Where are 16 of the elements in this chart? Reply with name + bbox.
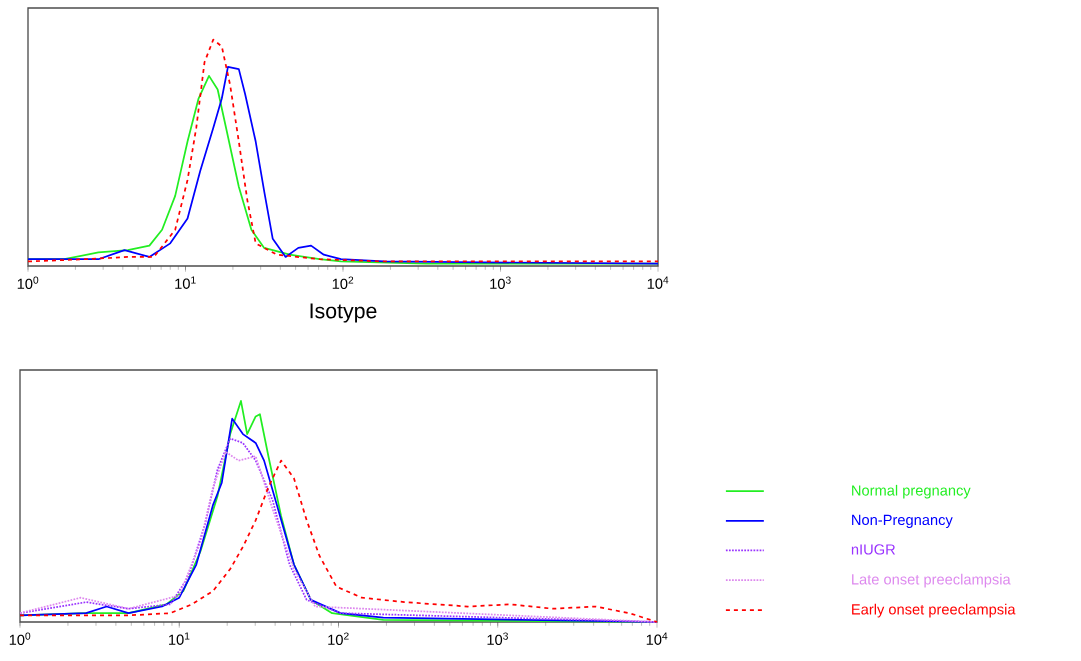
text: Late onset preeclampsia <box>852 573 1011 588</box>
x-axis-title: Isotype <box>310 303 377 323</box>
x-tick-label: 10$^{3}$ <box>490 276 511 290</box>
x-tick-label: 10$^{0}$ <box>17 276 39 290</box>
text: Early onset preeclampsia <box>852 603 1016 618</box>
x-tick-label: 10$^{4}$ <box>647 276 669 289</box>
x-tick-label: 10$^{3}$ <box>487 632 508 646</box>
text: Normal pregnancy <box>852 484 971 499</box>
x-tick-label: 10$^{2}$ <box>328 632 349 646</box>
x-tick-label: 10$^{2}$ <box>332 276 354 290</box>
x-tick-label: 10$^{0}$ <box>9 632 31 646</box>
x-tick-label: 10$^{1}$ <box>169 632 190 645</box>
x-tick-label: 10$^{4}$ <box>646 632 668 645</box>
text: Non-Pregnancy <box>852 514 953 528</box>
text: nIUGR <box>851 544 896 555</box>
x-tick-label: 10$^{1}$ <box>175 276 196 289</box>
